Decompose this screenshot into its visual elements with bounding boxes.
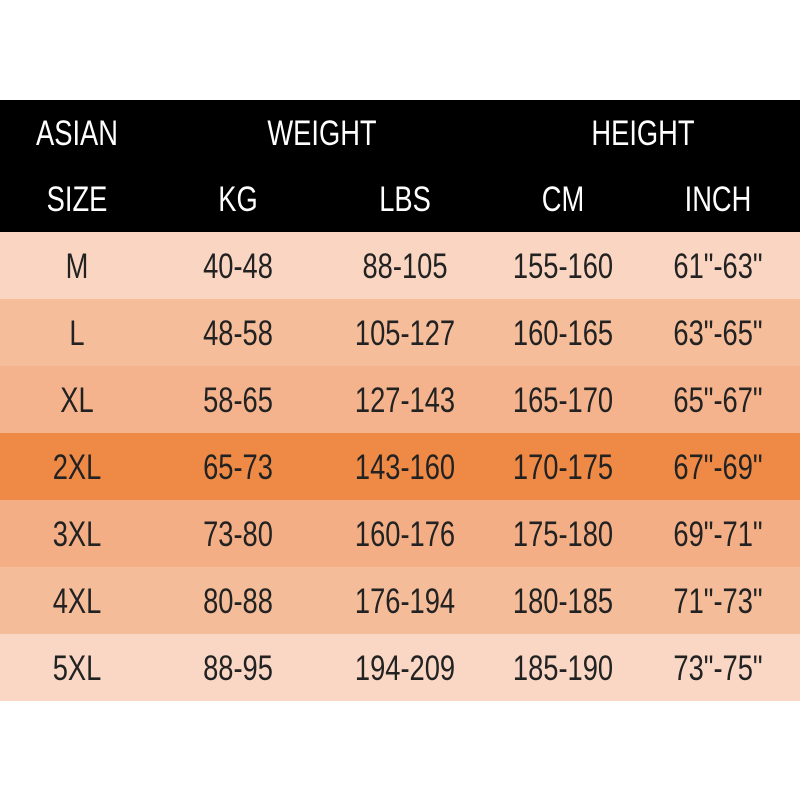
table-cell: 2XL bbox=[52, 448, 102, 487]
header-cell: INCH bbox=[684, 180, 752, 219]
table-cell: 127-143 bbox=[354, 381, 456, 420]
table-cell: 63"-65" bbox=[673, 314, 763, 353]
table-cell: 88-95 bbox=[203, 649, 273, 688]
table-cell: 194-209 bbox=[354, 649, 456, 688]
table-cell: 69"-71" bbox=[673, 515, 763, 554]
table-row: M 40-48 88-105 155-160 61"-63" bbox=[0, 232, 800, 299]
table-cell: 155-160 bbox=[512, 247, 614, 286]
table-cell: 165-170 bbox=[512, 381, 614, 420]
table-row: L 48-58 105-127 160-165 63"-65" bbox=[0, 299, 800, 366]
header-cell: KG bbox=[218, 180, 258, 219]
table-cell: 80-88 bbox=[203, 582, 273, 621]
table-cell: XL bbox=[60, 381, 94, 420]
table-cell: 3XL bbox=[52, 515, 102, 554]
table-cell: 160-165 bbox=[512, 314, 614, 353]
table-cell: L bbox=[69, 314, 85, 353]
table-cell: 176-194 bbox=[354, 582, 456, 621]
table-cell: 73-80 bbox=[203, 515, 273, 554]
header-cell: CM bbox=[541, 180, 585, 219]
table-cell: 160-176 bbox=[354, 515, 456, 554]
header-cell: LBS bbox=[379, 180, 431, 219]
table-cell: 170-175 bbox=[512, 448, 614, 487]
header-cell: WEIGHT bbox=[267, 114, 377, 153]
table-row: 2XL 65-73 143-160 170-175 67"-69" bbox=[0, 433, 800, 500]
table-cell: M bbox=[65, 247, 89, 286]
table-cell: 185-190 bbox=[512, 649, 614, 688]
table-cell: 71"-73" bbox=[673, 582, 763, 621]
table-header: ASIAN WEIGHT HEIGHT SIZE KG LBS CM INCH bbox=[0, 100, 800, 232]
table-cell: 175-180 bbox=[512, 515, 614, 554]
table-cell: 180-185 bbox=[512, 582, 614, 621]
table-cell: 48-58 bbox=[203, 314, 273, 353]
table-row: 5XL 88-95 194-209 185-190 73"-75" bbox=[0, 634, 800, 701]
table-cell: 61"-63" bbox=[673, 247, 763, 286]
table-cell: 143-160 bbox=[354, 448, 456, 487]
table-cell: 65-73 bbox=[203, 448, 273, 487]
table-cell: 88-105 bbox=[362, 247, 448, 286]
table-cell: 73"-75" bbox=[673, 649, 763, 688]
table-row: 4XL 80-88 176-194 180-185 71"-73" bbox=[0, 567, 800, 634]
table-cell: 105-127 bbox=[354, 314, 456, 353]
table-cell: 5XL bbox=[52, 649, 102, 688]
header-cell: ASIAN bbox=[36, 114, 118, 153]
header-cell: HEIGHT bbox=[591, 114, 695, 153]
table-row: 3XL 73-80 160-176 175-180 69"-71" bbox=[0, 500, 800, 567]
table-cell: 65"-67" bbox=[673, 381, 763, 420]
table-cell: 4XL bbox=[52, 582, 102, 621]
table-row: XL 58-65 127-143 165-170 65"-67" bbox=[0, 366, 800, 433]
table-cell: 58-65 bbox=[203, 381, 273, 420]
table-cell: 67"-69" bbox=[673, 448, 763, 487]
table-cell: 40-48 bbox=[203, 247, 273, 286]
header-cell: SIZE bbox=[46, 180, 108, 219]
